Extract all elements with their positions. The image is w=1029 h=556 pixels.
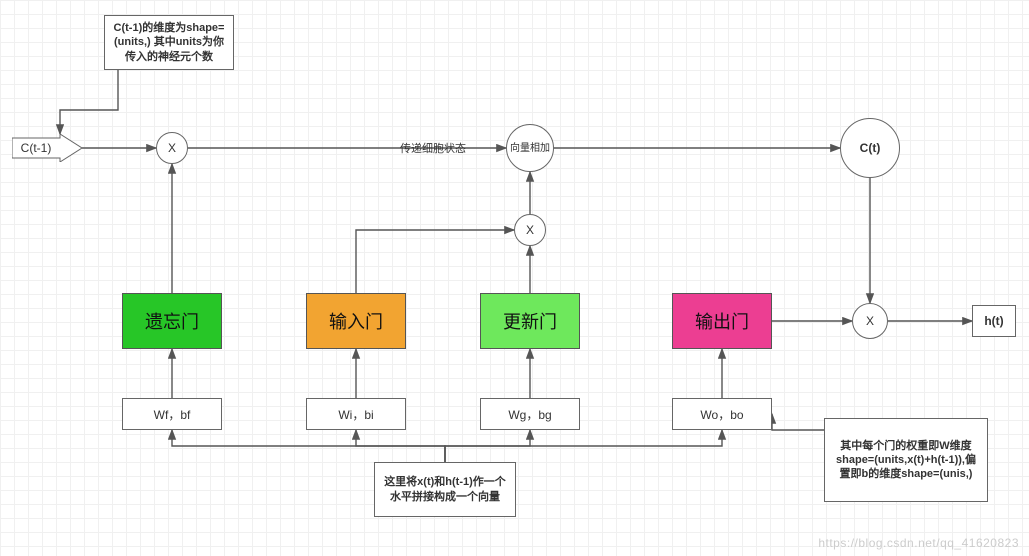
note-weight-text: 其中每个门的权重即W维度shape=(units,x(t)+h(t-1)),偏置… [831,439,981,482]
update-gate: 更新门 [480,293,580,349]
vector-add-label: 向量相加 [510,143,550,154]
input-arrow-ct-1: C(t-1) [12,134,82,162]
weights-update-label: Wg，bg [508,406,551,423]
multiply-forget: X [156,132,188,164]
weights-input: Wi，bi [306,398,406,430]
output-ht: h(t) [972,305,1016,337]
cell-state-label-text: 传递细胞状态 [400,140,466,156]
cell-state-ct-label: C(t) [860,141,881,155]
multiply-output-label: X [866,314,874,328]
output-ht-label: h(t) [984,314,1003,328]
input-arrow-label: C(t-1) [21,141,52,155]
weights-input-label: Wi，bi [338,406,373,423]
weights-forget-label: Wf，bf [154,406,191,423]
note-ct-1-text: C(t-1)的维度为shape=(units,) 其中units为你传入的神经元… [109,21,229,64]
input-gate: 输入门 [306,293,406,349]
weights-update: Wg，bg [480,398,580,430]
note-concat: 这里将x(t)和h(t-1)作一个水平拼接构成一个向量 [374,462,516,517]
weights-output-label: Wo，bo [700,406,743,423]
multiply-input-update: X [514,214,546,246]
note-weight-shapes: 其中每个门的权重即W维度shape=(units,x(t)+h(t-1)),偏置… [824,418,988,502]
watermark: https://blog.csdn.net/qq_41620823 [818,536,1019,550]
multiply-input-label: X [526,223,534,237]
multiply-output: X [852,303,888,339]
vector-add: 向量相加 [506,124,554,172]
cell-state-label: 传递细胞状态 [400,140,466,156]
output-gate: 输出门 [672,293,772,349]
note-ct-1-shape: C(t-1)的维度为shape=(units,) 其中units为你传入的神经元… [104,15,234,70]
forget-gate: 遗忘门 [122,293,222,349]
weights-output: Wo，bo [672,398,772,430]
watermark-text: https://blog.csdn.net/qq_41620823 [818,536,1019,550]
multiply-forget-label: X [168,141,176,155]
output-gate-label: 输出门 [695,308,749,334]
weights-forget: Wf，bf [122,398,222,430]
note-concat-text: 这里将x(t)和h(t-1)作一个水平拼接构成一个向量 [379,475,511,504]
input-gate-label: 输入门 [329,308,383,334]
update-gate-label: 更新门 [503,308,557,334]
forget-gate-label: 遗忘门 [145,308,199,334]
cell-state-ct: C(t) [840,118,900,178]
